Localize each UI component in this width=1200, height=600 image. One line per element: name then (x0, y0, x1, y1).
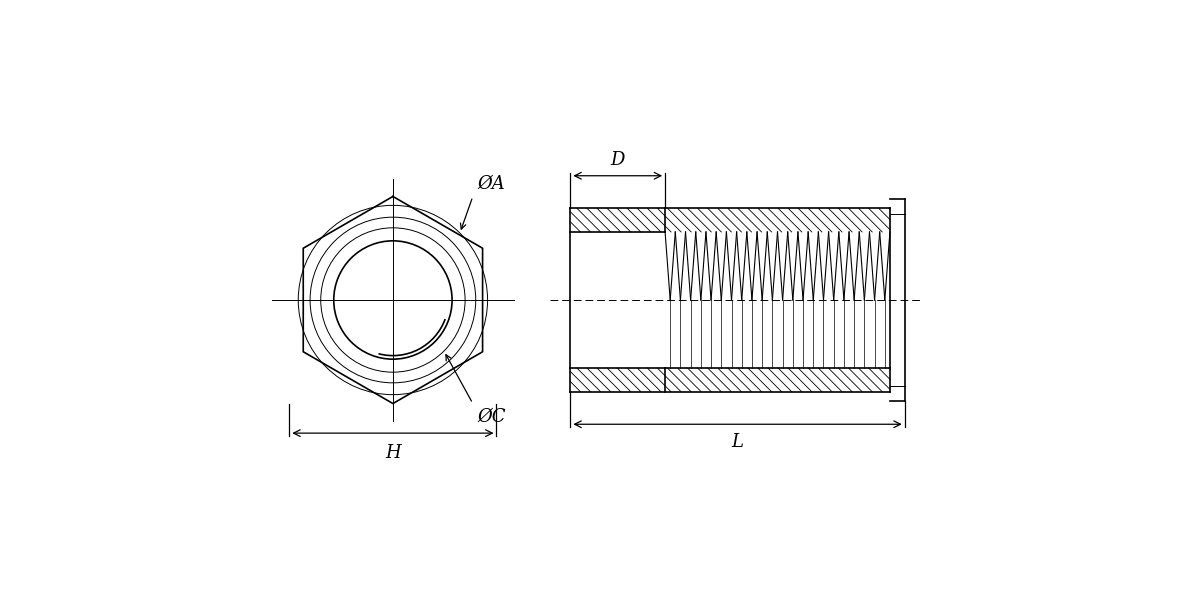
Text: D: D (611, 151, 625, 169)
Text: ØA: ØA (476, 175, 505, 193)
Text: H: H (385, 444, 401, 462)
Text: ØC: ØC (476, 407, 505, 425)
Text: L: L (732, 433, 744, 451)
